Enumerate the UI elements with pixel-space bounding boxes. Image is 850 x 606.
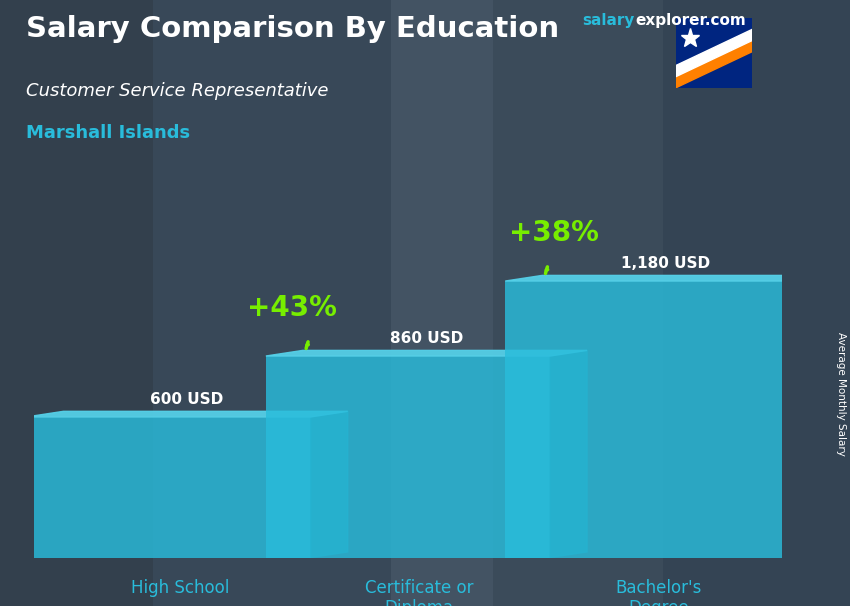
- Text: Marshall Islands: Marshall Islands: [26, 124, 190, 142]
- Text: 600 USD: 600 USD: [150, 392, 224, 407]
- Bar: [26, 417, 311, 558]
- Polygon shape: [790, 275, 826, 558]
- Bar: [505, 281, 790, 558]
- Text: Salary Comparison By Education: Salary Comparison By Education: [26, 15, 558, 43]
- Text: Certificate or
Diploma: Certificate or Diploma: [365, 579, 473, 606]
- Text: High School: High School: [131, 579, 229, 597]
- Polygon shape: [676, 41, 752, 88]
- Text: +38%: +38%: [508, 219, 598, 247]
- Polygon shape: [676, 29, 752, 77]
- Text: salary: salary: [582, 13, 635, 28]
- Text: explorer.com: explorer.com: [635, 13, 745, 28]
- Polygon shape: [26, 411, 348, 417]
- Polygon shape: [311, 411, 348, 558]
- Text: Average Monthly Salary: Average Monthly Salary: [836, 332, 846, 456]
- Text: 1,180 USD: 1,180 USD: [621, 256, 711, 271]
- Text: +43%: +43%: [246, 294, 337, 322]
- Polygon shape: [266, 350, 587, 356]
- Bar: [266, 356, 550, 558]
- Text: Bachelor's
Degree: Bachelor's Degree: [615, 579, 701, 606]
- Text: Customer Service Representative: Customer Service Representative: [26, 82, 328, 100]
- Polygon shape: [505, 275, 826, 281]
- Polygon shape: [550, 350, 587, 558]
- Text: 860 USD: 860 USD: [390, 331, 463, 346]
